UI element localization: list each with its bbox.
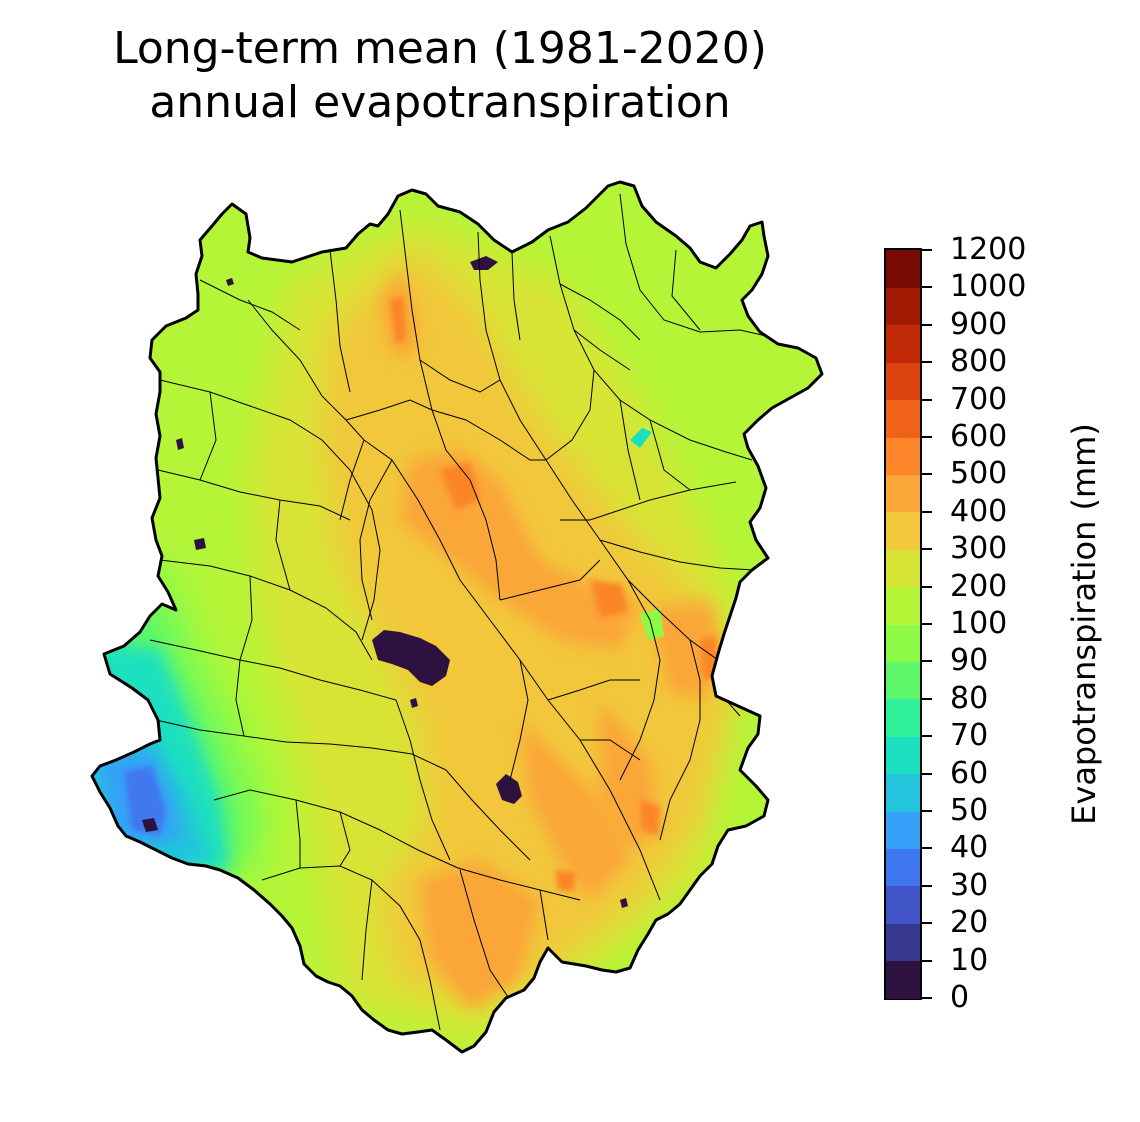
colorbar-tick-label: 50: [950, 793, 989, 828]
colorbar-segment: [886, 399, 920, 438]
colorbar-tick-label: 1200: [950, 232, 1027, 267]
colorbar-segment: [886, 437, 920, 475]
colorbar-label: Evapotranspiration (mm): [1065, 423, 1103, 825]
colorbar-tick-label: 800: [950, 344, 1008, 380]
colorbar-tick-label: 300: [950, 531, 1008, 567]
colorbar-segment: [886, 549, 920, 588]
colorbar-tick-label: 60: [950, 755, 989, 791]
colorbar-segment: [886, 250, 920, 288]
colorbar-segment: [886, 624, 920, 662]
colorbar-tick: [922, 772, 932, 775]
colorbar-tick-label: 90: [950, 643, 989, 679]
colorbar-segment: [886, 773, 920, 812]
colorbar-tick: [922, 884, 932, 887]
colorbar-segment: [886, 511, 920, 550]
colorbar-segment: [886, 324, 920, 363]
subcatchment-boundaries: [149, 193, 785, 1031]
colorbar-tick: [922, 810, 932, 812]
colorbar-tick: [922, 735, 932, 738]
colorbar-segment: [886, 586, 920, 625]
colorbar-tick-label: 200: [950, 568, 1008, 604]
colorbar-tick: [922, 623, 932, 625]
colorbar-segment: [886, 362, 920, 401]
colorbar-tick: [922, 660, 932, 663]
colorbar-tick-label: 40: [950, 830, 989, 866]
colorbar-tick: [922, 398, 932, 401]
title-line-1: Long-term mean (1981-2020): [113, 23, 767, 74]
colorbar-tick: [922, 473, 932, 476]
colorbar-tick: [922, 997, 932, 999]
zone-500-600: [390, 296, 718, 892]
colorbar-segment: [886, 811, 920, 849]
colorbar-segment: [886, 661, 920, 700]
colorbar-tick-label: 70: [950, 718, 989, 754]
colorbar-tick: [922, 697, 932, 700]
colorbar-tick-label: 500: [950, 456, 1008, 492]
colorbar-tick: [922, 286, 932, 289]
colorbar-tick-label: 100: [950, 606, 1008, 641]
colorbar-tick: [922, 922, 932, 925]
colorbar-tick: [922, 959, 932, 962]
colorbar-tick-label: 30: [950, 867, 989, 903]
colorbar-tick: [922, 436, 932, 438]
colorbar-tick-label: 10: [950, 942, 989, 978]
colorbar-tick: [922, 249, 932, 251]
colorbar-tick: [922, 585, 932, 588]
urban-patches: [142, 256, 628, 908]
colorbar-segment: [886, 698, 920, 737]
colorbar-tick: [922, 548, 932, 551]
map-title: Long-term mean (1981-2020) annual evapot…: [0, 22, 880, 130]
colorbar-segment: [886, 287, 920, 326]
colorbar-tick-label: 20: [950, 905, 989, 941]
colorbar-tick-label: 0: [950, 980, 970, 1015]
colorbar-tick: [922, 510, 932, 513]
colorbar-tick-label: 80: [950, 680, 989, 716]
colorbar-tick-label: 700: [950, 381, 1008, 417]
zone-lowland-40: [124, 766, 166, 836]
colorbar: [884, 248, 922, 1000]
lake: [640, 608, 664, 640]
map-raster: [92, 182, 822, 1052]
evapotranspiration-map: [90, 180, 824, 1054]
colorbar-segment: [886, 848, 920, 887]
colorbar-tick: [922, 361, 932, 364]
colorbar-tick-label: 600: [950, 419, 1008, 454]
colorbar-tick-label: 400: [950, 493, 1008, 529]
title-line-2: annual evapotranspiration: [149, 77, 731, 128]
colorbar-tick: [922, 847, 932, 850]
colorbar-segment: [886, 474, 920, 513]
colorbar-tick-label: 1000: [950, 269, 1027, 305]
colorbar-tick-label: 900: [950, 306, 1008, 342]
lake: [630, 428, 652, 448]
colorbar-segment: [886, 960, 920, 999]
colorbar-segment: [886, 736, 920, 775]
colorbar-tick: [922, 323, 932, 326]
colorbar-segment: [886, 923, 920, 962]
colorbar-segment: [886, 885, 920, 924]
